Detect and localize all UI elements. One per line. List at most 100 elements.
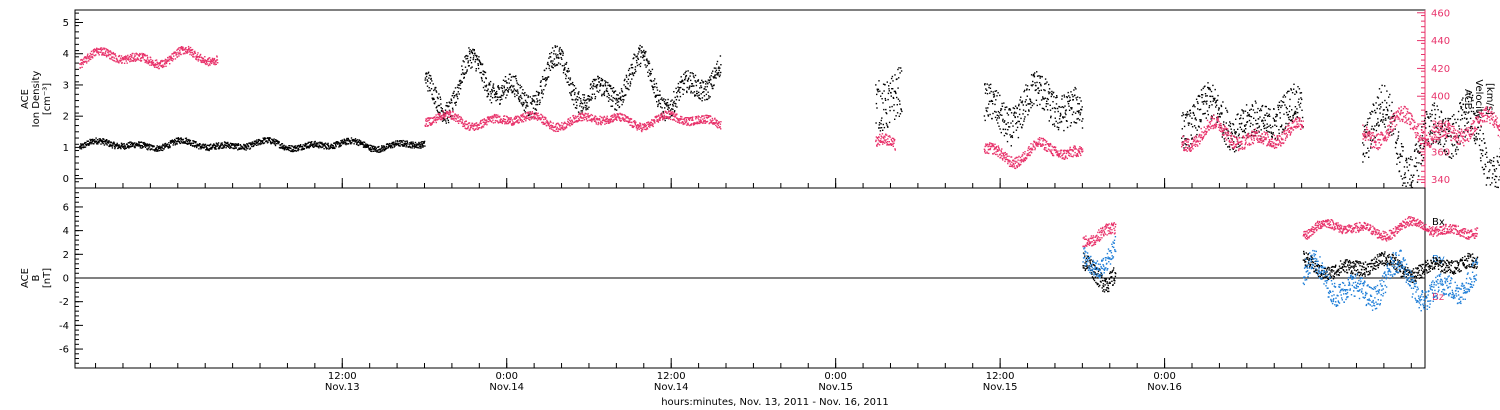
data-point — [196, 146, 198, 149]
data-point — [504, 76, 507, 78]
data-point — [144, 59, 147, 62]
data-point — [1243, 130, 1245, 133]
data-point — [895, 92, 897, 95]
data-point — [151, 64, 153, 66]
data-point — [616, 99, 619, 101]
data-point — [708, 79, 711, 82]
data-point — [1002, 120, 1004, 122]
data-point — [124, 57, 127, 59]
data-point — [601, 79, 604, 82]
y-axis-title-line: ACE — [20, 89, 31, 109]
data-point — [226, 145, 228, 147]
data-point — [668, 104, 670, 106]
data-point — [565, 63, 567, 65]
data-point — [893, 109, 895, 112]
data-point — [489, 91, 491, 93]
data-point — [213, 147, 216, 149]
data-point — [705, 89, 707, 91]
data-point — [1390, 131, 1392, 133]
data-point — [335, 144, 337, 147]
data-point — [1431, 109, 1433, 112]
data-point — [575, 98, 577, 100]
data-point — [1027, 103, 1030, 105]
data-point — [143, 143, 146, 145]
data-point — [663, 101, 666, 103]
data-point — [376, 151, 378, 153]
data-point — [1188, 113, 1190, 116]
data-point — [154, 64, 156, 67]
data-point — [295, 150, 298, 152]
data-point — [537, 93, 540, 96]
data-point — [1265, 105, 1267, 108]
data-point — [1217, 116, 1219, 118]
data-point — [1377, 121, 1379, 124]
data-point — [1281, 124, 1283, 126]
data-point — [1279, 126, 1282, 128]
data-point — [1300, 97, 1302, 99]
data-point — [1450, 157, 1453, 159]
data-point — [687, 70, 689, 72]
data-point — [1294, 110, 1296, 113]
data-point — [116, 145, 118, 147]
data-point — [1466, 122, 1468, 124]
data-point — [1030, 106, 1032, 109]
data-point — [166, 143, 169, 145]
data-point — [674, 105, 677, 107]
data-point — [999, 114, 1002, 116]
data-point — [571, 81, 574, 84]
data-point — [459, 88, 462, 90]
data-point — [1423, 145, 1425, 148]
data-point — [1063, 129, 1065, 132]
data-point — [897, 68, 899, 71]
data-point — [278, 141, 280, 143]
data-point — [1207, 87, 1210, 89]
data-point — [187, 143, 189, 145]
data-point — [1035, 85, 1037, 87]
data-point — [381, 145, 383, 147]
data-point — [1454, 135, 1456, 138]
data-point — [1462, 103, 1465, 105]
data-point — [445, 120, 447, 122]
data-point — [319, 141, 321, 144]
data-point — [397, 141, 399, 143]
data-point — [678, 88, 680, 90]
data-point — [461, 65, 463, 67]
data-point — [1364, 136, 1366, 138]
data-point — [611, 87, 613, 90]
data-point — [551, 62, 554, 64]
data-point — [1065, 113, 1067, 116]
data-point — [177, 137, 180, 139]
data-point — [112, 145, 114, 147]
data-point — [1036, 75, 1039, 77]
data-point — [1491, 164, 1494, 167]
data-point — [1285, 106, 1287, 109]
data-point — [879, 127, 881, 129]
data-point — [1286, 108, 1288, 110]
data-point — [1191, 137, 1193, 139]
data-point — [1457, 118, 1459, 121]
data-point — [274, 144, 277, 147]
data-point — [1004, 120, 1006, 122]
data-point — [636, 62, 638, 64]
data-point — [1069, 99, 1071, 101]
data-point — [603, 92, 605, 94]
data-point — [107, 51, 109, 53]
data-point — [660, 113, 663, 115]
data-point — [364, 146, 366, 149]
data-point — [1016, 126, 1019, 129]
data-point — [540, 80, 542, 82]
data-point — [1198, 126, 1200, 128]
data-point — [143, 141, 145, 144]
data-point — [701, 100, 703, 102]
data-point — [107, 49, 109, 52]
data-point — [658, 102, 660, 104]
data-point — [1497, 161, 1499, 164]
data-point — [194, 146, 196, 148]
data-point — [435, 91, 438, 93]
data-point — [249, 148, 251, 150]
data-point — [161, 59, 163, 62]
data-point — [161, 147, 164, 149]
data-point — [581, 110, 584, 112]
data-point — [1073, 89, 1075, 91]
data-point — [141, 52, 143, 55]
